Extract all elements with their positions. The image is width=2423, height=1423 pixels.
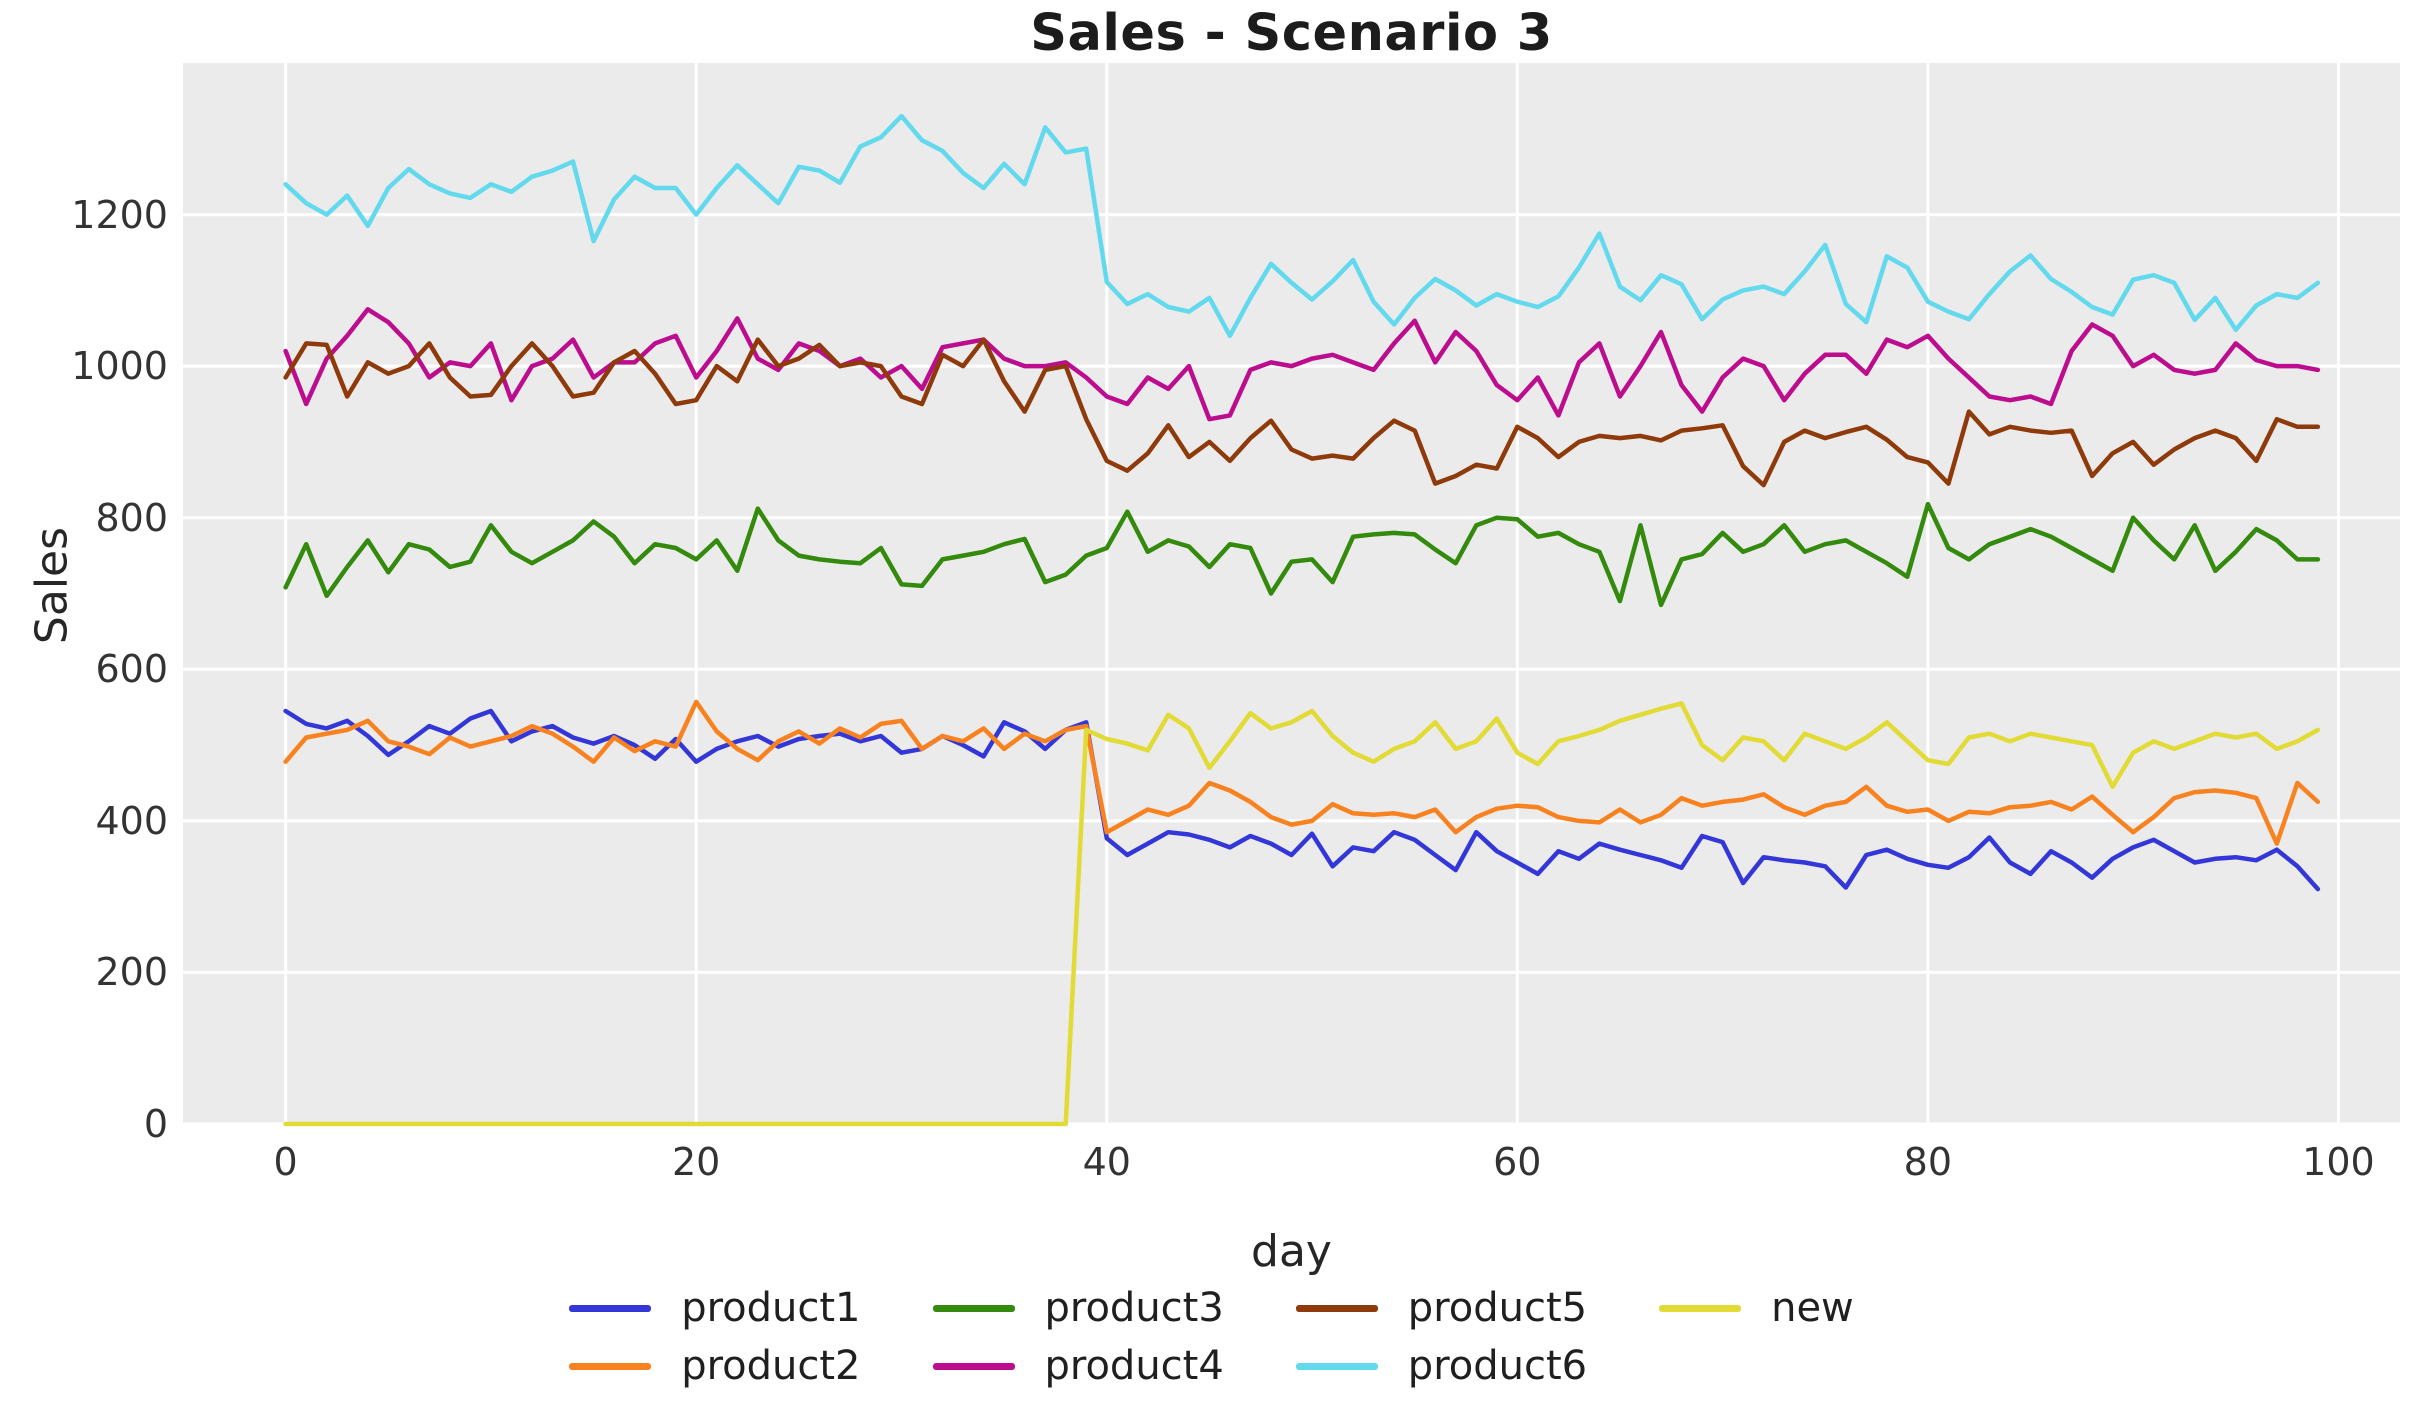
series-line-product3 <box>283 501 2321 608</box>
legend-column: product3 product4 <box>932 1285 1224 1389</box>
x-tick-label-20: 20 <box>672 1140 721 1184</box>
legend-swatch-product4 <box>932 1362 1015 1370</box>
y-tick-label-600: 600 <box>95 647 168 692</box>
legend-item-product2: product2 <box>569 1343 861 1389</box>
legend-item-product1: product1 <box>569 1285 861 1331</box>
legend-swatch-product2 <box>569 1362 652 1370</box>
series-line-new <box>283 701 2321 1127</box>
legend-column: new <box>1659 1285 1854 1331</box>
y-tick-label-400: 400 <box>95 798 168 843</box>
y-axis-label: Sales <box>26 526 78 645</box>
y-tick-label-1200: 1200 <box>71 192 168 237</box>
x-axis-label: day <box>1251 1226 1332 1277</box>
plot-area <box>183 63 2400 1127</box>
series-line-product6 <box>283 113 2321 339</box>
y-tick-label-800: 800 <box>95 495 168 540</box>
x-tick-label-40: 40 <box>1082 1140 1131 1184</box>
legend-item-new: new <box>1659 1285 1854 1331</box>
legend-label-product3: product3 <box>1044 1285 1224 1331</box>
x-tick-label-0: 0 <box>273 1140 298 1184</box>
legend-item-product5: product5 <box>1295 1285 1588 1331</box>
y-tick-label-0: 0 <box>143 1102 168 1146</box>
legend-swatch-product1 <box>569 1304 652 1312</box>
legend-item-product6: product6 <box>1295 1343 1588 1389</box>
legend-column: product5 product6 <box>1295 1285 1588 1389</box>
legend-label-product6: product6 <box>1407 1343 1588 1389</box>
legend-swatch-new <box>1659 1304 1742 1312</box>
legend-label-product4: product4 <box>1044 1343 1224 1389</box>
legend-label-product5: product5 <box>1407 1285 1588 1331</box>
y-tick-label-200: 200 <box>95 950 168 995</box>
legend-swatch-product6 <box>1295 1362 1378 1370</box>
x-tick-label-100: 100 <box>2302 1140 2375 1184</box>
legend-label-product2: product2 <box>681 1343 861 1389</box>
legend-swatch-product5 <box>1295 1304 1378 1312</box>
legend: product1 product2 product3 product4 product5… <box>0 1285 2423 1389</box>
legend-item-product4: product4 <box>932 1343 1224 1389</box>
legend-column: product1 product2 <box>569 1285 861 1389</box>
legend-label-new: new <box>1771 1285 1854 1331</box>
legend-label-product1: product1 <box>681 1285 861 1331</box>
series-line-product2 <box>283 699 2321 846</box>
chart-title: Sales - Scenario 3 <box>1030 4 1553 63</box>
y-tick-label-1000: 1000 <box>71 344 168 389</box>
legend-swatch-product3 <box>932 1304 1015 1312</box>
series-line-product1 <box>283 708 2321 892</box>
x-tick-label-80: 80 <box>1903 1140 1953 1184</box>
legend-item-product3: product3 <box>932 1285 1224 1331</box>
x-tick-label-60: 60 <box>1493 1140 1542 1184</box>
series-line-product4 <box>283 307 2321 422</box>
plot-canvas <box>183 63 2400 1127</box>
series-line-product5 <box>283 337 2321 488</box>
